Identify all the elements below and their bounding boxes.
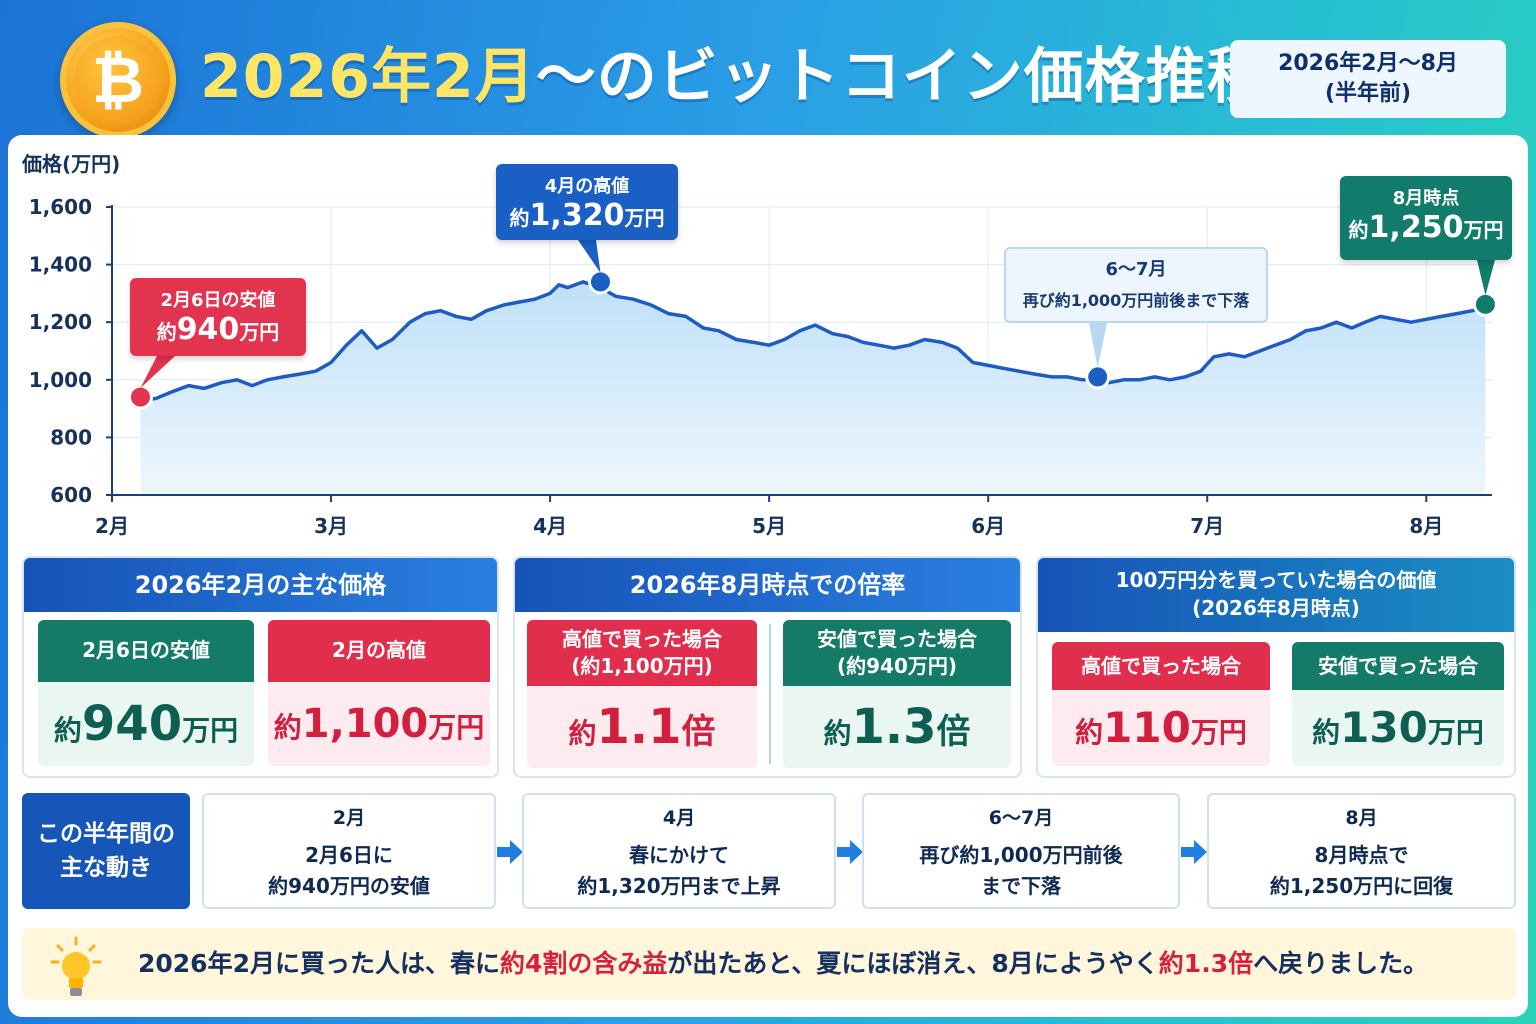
x-tick-label: 3月: [314, 514, 348, 538]
divider: [769, 624, 771, 764]
x-tick-labels: 2月 3月 4月 5月 6月 7月 8月: [95, 514, 1443, 538]
callout-now: 8月時点 約1,250万円: [1340, 176, 1512, 260]
period-line1: 2026年2月〜8月: [1278, 51, 1458, 76]
callout-low: 2月6日の安値 約940万円: [130, 278, 306, 356]
callout-pointer: [578, 240, 601, 273]
point-low-feb6: [127, 384, 153, 410]
card-multiple: 2026年8月時点での倍率 高値で買った場合 (約1,100万円) 約1.1倍 安…: [513, 556, 1022, 778]
tile-multiple-high: 高値で買った場合 (約1,100万円) 約1.1倍: [527, 620, 757, 768]
y-tick-label: 1,600: [29, 195, 92, 219]
summary-tip: 2026年2月に買った人は、春に約4割の含み益が出たあと、夏にほぼ消え、8月によ…: [22, 928, 1516, 1000]
timeline-label: この半年間の 主な動き: [22, 793, 190, 909]
y-axis-label: 価格(万円): [21, 152, 120, 176]
callout-now-unit: 万円: [1463, 218, 1504, 242]
point-high-apr: [587, 269, 613, 295]
callout-dip-label: 6〜7月: [1105, 259, 1167, 280]
x-tick-label: 6月: [971, 514, 1005, 538]
chart-axes: [106, 205, 1492, 502]
callout-pointer: [140, 356, 175, 389]
callout-high-unit: 万円: [624, 206, 665, 230]
callout-dip-text: 再び約1,000万円前後まで下落: [1022, 291, 1250, 310]
x-tick-label: 7月: [1190, 514, 1224, 538]
tile-value-low: 安値で買った場合 約130万円: [1292, 642, 1504, 766]
callout-high: 4月の高値 約1,320万円: [496, 164, 678, 240]
tile-feb-high-label: 2月の高値: [268, 620, 490, 682]
callout-dip: 6〜7月 再び約1,000万円前後まで下落: [1004, 247, 1268, 323]
y-tick-label: 1,200: [29, 310, 92, 334]
callout-low-unit: 万円: [239, 320, 280, 344]
tile-feb-low-label: 2月6日の安値: [38, 620, 254, 682]
callout-pointer: [1089, 323, 1107, 368]
callout-low-prefix: 約: [156, 320, 177, 344]
card-value-1m-title: 100万円分を買っていた場合の価値 (2026年8月時点): [1038, 558, 1514, 632]
card-multiple-title: 2026年8月時点での倍率: [515, 558, 1020, 612]
timeline-step-feb: 2月 2月6日に 約940万円の安値: [202, 793, 496, 909]
callout-high-label: 4月の高値: [544, 176, 630, 197]
x-tick-label: 4月: [533, 514, 567, 538]
y-tick-label: 1,400: [29, 253, 92, 277]
bitcoin-coin-icon: ₿: [60, 22, 176, 138]
tile-value-high-label: 高値で買った場合: [1052, 642, 1270, 690]
tile-feb-low: 2月6日の安値 約940万円: [38, 620, 254, 766]
x-tick-label: 5月: [752, 514, 786, 538]
tile-feb-high-value: 約1,100万円: [268, 682, 490, 766]
page-title: 2026年2月〜のビットコイン価格推移: [200, 28, 1268, 115]
lightbulb-icon: [50, 936, 102, 996]
card-feb-prices-title: 2026年2月の主な価格: [24, 558, 497, 612]
arrow-right-icon: [497, 840, 523, 864]
arrow-right-icon: [837, 840, 863, 864]
point-dip-jun-jul: [1085, 364, 1111, 390]
x-tick-label: 8月: [1409, 514, 1443, 538]
timeline-step-apr: 4月 春にかけて 約1,320万円まで上昇: [522, 793, 836, 909]
price-line: [140, 280, 1486, 402]
callout-pointer: [1477, 260, 1495, 296]
tile-value-low-label: 安値で買った場合: [1292, 642, 1504, 690]
tile-multiple-high-value: 約1.1倍: [527, 686, 757, 768]
arrow-right-icon: [1181, 840, 1207, 864]
tile-value-high: 高値で買った場合 約110万円: [1052, 642, 1270, 766]
tile-multiple-low-value: 約1.3倍: [783, 686, 1011, 768]
tile-multiple-low-label: 安値で買った場合 (約940万円): [783, 620, 1011, 686]
callout-high-prefix: 約: [509, 206, 530, 230]
tile-value-low-value: 約130万円: [1292, 690, 1504, 766]
y-tick-label: 600: [50, 483, 92, 507]
point-aug-now: [1472, 291, 1498, 317]
tile-multiple-high-label: 高値で買った場合 (約1,100万円): [527, 620, 757, 686]
period-badge: 2026年2月〜8月 (半年前): [1230, 40, 1506, 118]
bitcoin-symbol: ₿: [74, 36, 162, 124]
timeline-step-aug: 8月 8月時点で 約1,250万円に回復: [1207, 793, 1516, 909]
callout-low-value: 940: [176, 312, 240, 347]
callout-now-label: 8月時点: [1392, 188, 1460, 209]
x-tick-label: 2月: [95, 514, 129, 538]
callout-high-value: 1,320: [529, 198, 625, 233]
period-line2: (半年前): [1324, 81, 1412, 106]
price-chart: 価格(万円) 600 800 1,000 1,200 1,400 1,600 2月 3月 4月…: [21, 152, 1498, 538]
y-tick-label: 1,000: [29, 368, 92, 392]
tile-feb-high: 2月の高値 約1,100万円: [268, 620, 490, 766]
y-tick-labels: 600 800 1,000 1,200 1,400 1,600: [29, 195, 92, 507]
tile-value-high-value: 約110万円: [1052, 690, 1270, 766]
card-feb-prices: 2026年2月の主な価格 2月6日の安値 約940万円 2月の高値 約1,100…: [22, 556, 499, 778]
timeline-step-junjul: 6〜7月 再び約1,000万円前後 まで下落: [862, 793, 1180, 909]
title-rest: 〜のビットコイン価格推移: [535, 42, 1268, 112]
callout-now-value: 1,250: [1368, 210, 1464, 245]
callout-low-label: 2月6日の安値: [160, 290, 276, 311]
y-tick-label: 800: [50, 425, 92, 449]
title-accent: 2026年2月: [200, 42, 536, 112]
card-value-1m: 100万円分を買っていた場合の価値 (2026年8月時点) 高値で買った場合 約1…: [1036, 556, 1516, 778]
tile-multiple-low: 安値で買った場合 (約940万円) 約1.3倍: [783, 620, 1011, 768]
callout-now-prefix: 約: [1348, 218, 1369, 242]
tile-feb-low-value: 約940万円: [38, 682, 254, 766]
price-area: [140, 281, 1486, 495]
chart-points: [127, 240, 1498, 410]
